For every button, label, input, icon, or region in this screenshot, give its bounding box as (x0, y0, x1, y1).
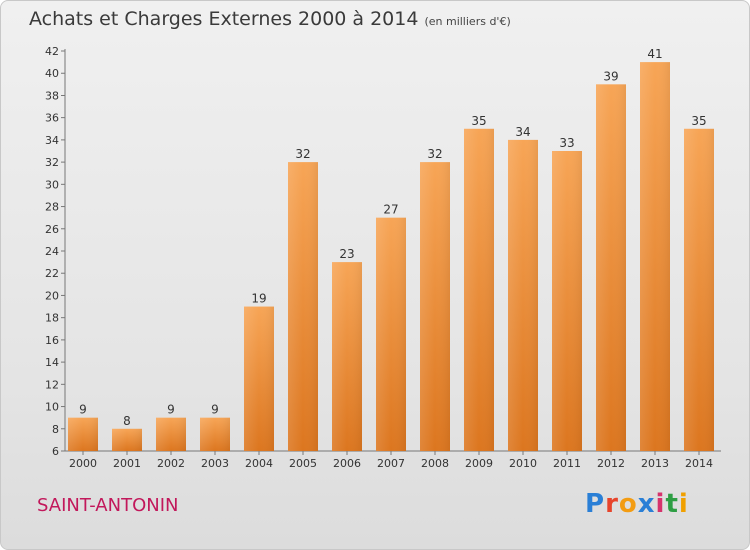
bar-shading (68, 417, 98, 451)
bar-shading (508, 139, 538, 451)
y-tick-label: 40 (45, 67, 59, 80)
data-label: 41 (647, 47, 662, 61)
logo-letter: x (637, 489, 656, 519)
y-tick-label: 38 (45, 89, 59, 102)
chart-bars (68, 62, 714, 451)
logo-letter: t (665, 489, 679, 519)
chart-subtitle: (en milliers d'€) (424, 15, 511, 28)
data-label: 9 (79, 403, 87, 417)
chart-title-block: Achats et Charges Externes 2000 à 2014 (e… (29, 8, 511, 30)
data-label: 27 (383, 203, 398, 217)
bar-shading (376, 217, 406, 451)
bar-shading (156, 417, 186, 451)
y-tick-label: 32 (45, 156, 59, 169)
bar-shading (552, 151, 582, 451)
bar-shading (640, 62, 670, 451)
logo-letter: r (605, 489, 619, 519)
x-tick-label: 2006 (333, 457, 361, 470)
data-label: 39 (603, 69, 618, 83)
x-tick-label: 2011 (553, 457, 581, 470)
bar-shading (332, 262, 362, 451)
data-label: 8 (123, 414, 131, 428)
y-tick-label: 16 (45, 334, 59, 347)
y-tick-label: 8 (52, 423, 59, 436)
proxiti-logo: Proxiti (585, 489, 689, 519)
data-label: 9 (211, 403, 219, 417)
data-label: 35 (471, 114, 486, 128)
y-tick-label: 22 (45, 267, 59, 280)
data-label: 23 (339, 247, 354, 261)
y-tick-label: 6 (52, 445, 59, 458)
x-tick-label: 2012 (597, 457, 625, 470)
data-label: 32 (427, 147, 442, 161)
y-tick-label: 42 (45, 45, 59, 58)
y-tick-label: 18 (45, 312, 59, 325)
bar-shading (684, 128, 714, 451)
y-tick-label: 14 (45, 356, 59, 369)
x-tick-label: 2004 (245, 457, 273, 470)
logo-letter: i (678, 489, 689, 519)
x-tick-label: 2008 (421, 457, 449, 470)
x-tick-label: 2001 (113, 457, 141, 470)
x-tick-label: 2003 (201, 457, 229, 470)
logo-letter: o (618, 489, 638, 519)
x-tick-label: 2000 (69, 457, 97, 470)
data-label: 33 (559, 136, 574, 150)
chart-data-labels: 9 8 9 9 19 32 23 27 32 35 34 33 39 41 35 (79, 47, 706, 428)
data-label: 32 (295, 147, 310, 161)
bar-shading (112, 428, 142, 451)
y-tick-label: 12 (45, 378, 59, 391)
y-tick-label: 10 (45, 401, 59, 414)
y-tick-label: 34 (45, 134, 59, 147)
x-tick-label: 2009 (465, 457, 493, 470)
y-tick-label: 28 (45, 201, 59, 214)
x-tick-label: 2002 (157, 457, 185, 470)
data-label: 34 (515, 125, 530, 139)
commune-name: SAINT-ANTONIN (37, 495, 179, 516)
bar-shading (288, 162, 318, 451)
bar-shading (596, 84, 626, 451)
x-tick-label: 2005 (289, 457, 317, 470)
data-label: 9 (167, 403, 175, 417)
y-tick-label: 30 (45, 178, 59, 191)
data-label: 19 (251, 292, 266, 306)
bar-shading (420, 162, 450, 451)
y-tick-label: 20 (45, 289, 59, 302)
x-tick-label: 2014 (685, 457, 713, 470)
bar-shading (200, 417, 230, 451)
y-tick-label: 24 (45, 245, 59, 258)
x-tick-label: 2007 (377, 457, 405, 470)
y-tick-label: 26 (45, 223, 59, 236)
bar-shading (244, 306, 274, 451)
chart-title: Achats et Charges Externes 2000 à 2014 (29, 8, 419, 30)
x-tick-label: 2013 (641, 457, 669, 470)
x-tick-label: 2010 (509, 457, 537, 470)
bar-shading (464, 128, 494, 451)
data-label: 35 (691, 114, 706, 128)
y-tick-label: 36 (45, 112, 59, 125)
logo-letter: P (585, 489, 606, 519)
logo-letter: i (655, 489, 666, 519)
